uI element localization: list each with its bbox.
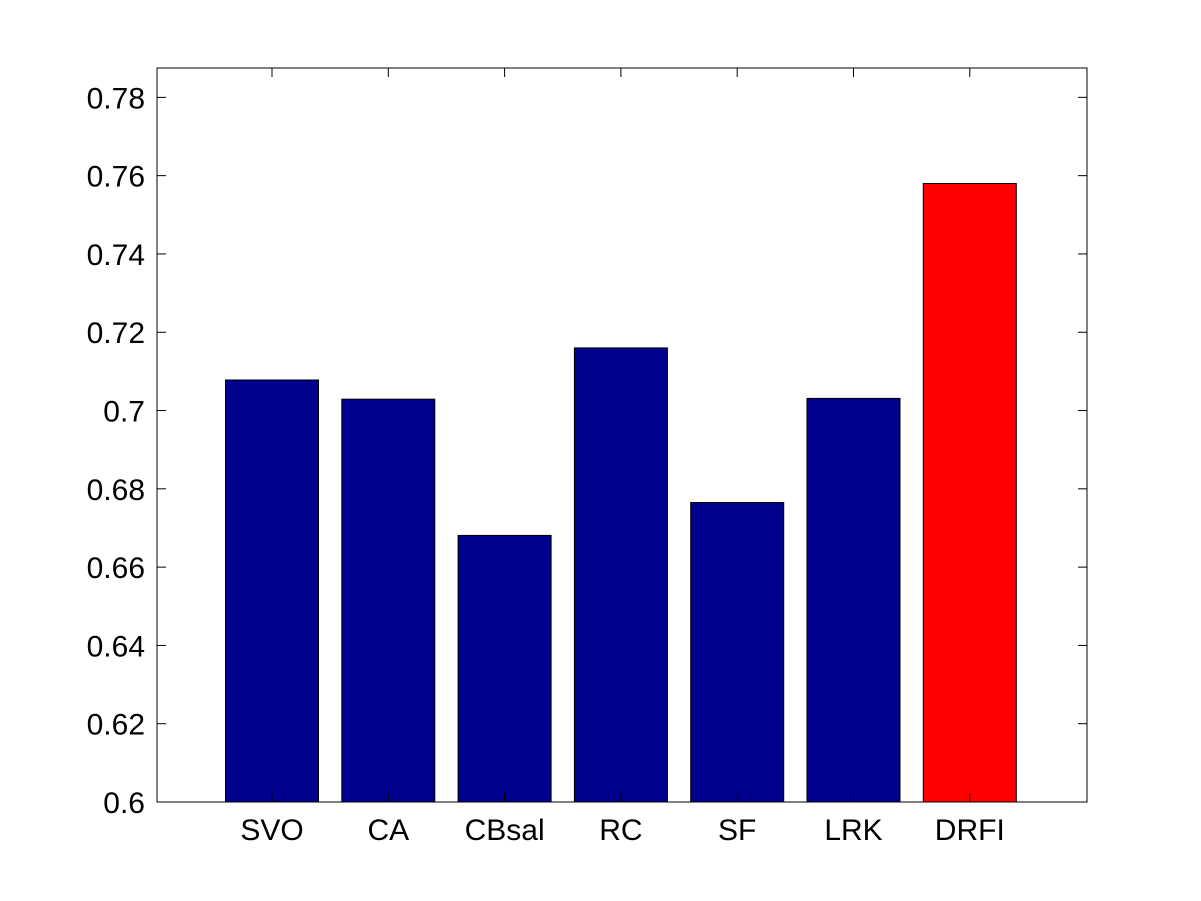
y-tick-label: 0.78 xyxy=(87,82,145,115)
y-ticks-group: 0.6 0.62 0.64 0.66 0.68 0.7 0.72 0.74 0.76 0.78 xyxy=(87,82,1087,820)
bar-sf xyxy=(690,502,785,803)
x-tick-label-cbsal: CBsal xyxy=(465,814,545,847)
x-tick-label-sf: SF xyxy=(718,814,756,847)
x-tick-label-ca: CA xyxy=(367,814,409,847)
y-tick-label: 0.7 xyxy=(103,396,145,429)
y-tick-label: 0.64 xyxy=(87,630,145,663)
y-tick-label: 0.6 xyxy=(103,787,145,820)
x-tick-label-rc: RC xyxy=(599,814,642,847)
y-tick-label: 0.62 xyxy=(87,709,145,742)
bar-cbsal xyxy=(457,534,552,803)
axes-group xyxy=(156,67,1088,803)
x-tick-label-drfi: DRFI xyxy=(935,814,1005,847)
axes-box xyxy=(156,67,1088,803)
bar-lrk xyxy=(806,397,901,803)
bar-svo xyxy=(225,379,319,803)
x-ticks-group: SVO CA CBsal RC SF LRK DRFI xyxy=(240,68,1005,847)
bars-group xyxy=(225,182,1017,803)
y-tick-label: 0.72 xyxy=(87,317,145,350)
y-tick-label: 0.74 xyxy=(87,239,145,272)
bar-ca xyxy=(341,398,436,803)
y-tick-label: 0.76 xyxy=(87,161,145,194)
bar-drfi xyxy=(922,182,1017,803)
x-tick-label-svo: SVO xyxy=(240,814,303,847)
x-tick-label-lrk: LRK xyxy=(824,814,882,847)
y-tick-label: 0.66 xyxy=(87,552,145,585)
y-tick-label: 0.68 xyxy=(87,474,145,507)
bar-rc xyxy=(573,347,668,803)
